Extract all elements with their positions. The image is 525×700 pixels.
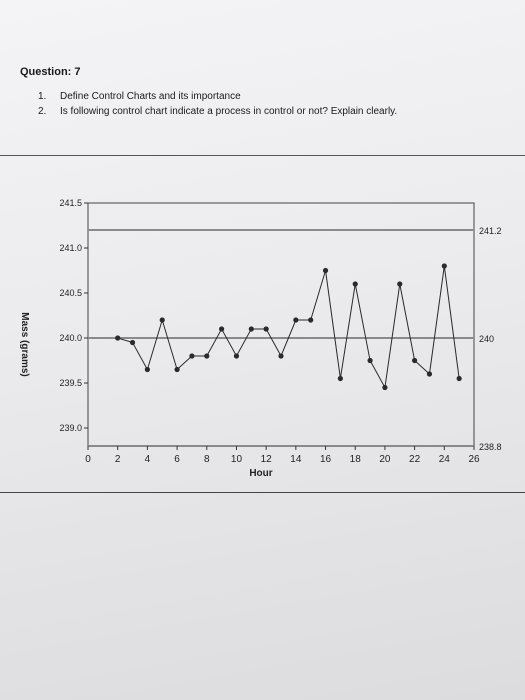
data-point <box>115 335 121 341</box>
page-divider <box>0 492 525 493</box>
x-tick-label: 16 <box>320 454 332 465</box>
data-point <box>382 384 388 391</box>
data-point <box>129 339 136 346</box>
control-line-label: 240 <box>479 334 494 344</box>
x-tick-label: 0 <box>85 454 91 465</box>
question-item-text: Is following control chart indicate a pr… <box>60 106 398 117</box>
question-item-number: 1. <box>38 91 47 102</box>
x-tick-label: 22 <box>409 454 421 465</box>
x-tick-label: 14 <box>290 454 302 465</box>
y-axis-label: Mass (grams) <box>19 312 30 376</box>
x-tick-label: 4 <box>145 454 151 465</box>
data-point <box>159 317 165 323</box>
control-chart: 241.2240238.8239.0239.5240.0240.5241.024… <box>19 198 502 479</box>
data-point <box>456 375 462 382</box>
data-point <box>263 326 269 332</box>
data-point <box>204 353 210 359</box>
question-list: 1. Define Control Charts and its importan… <box>38 91 397 121</box>
x-axis-label: Hour <box>249 468 272 479</box>
y-tick-label: 240.0 <box>59 333 82 343</box>
data-point <box>189 353 195 359</box>
question-item-2: 2. Is following control chart indicate a … <box>38 106 397 121</box>
y-tick-label: 240.5 <box>59 288 82 298</box>
data-point <box>233 353 240 359</box>
x-tick-label: 2 <box>115 454 121 465</box>
control-line-label: 241.2 <box>479 226 502 236</box>
data-point <box>293 317 299 323</box>
data-point <box>278 353 284 359</box>
x-tick-label: 20 <box>379 454 391 465</box>
data-point <box>322 267 329 274</box>
question-item-1: 1. Define Control Charts and its importan… <box>38 91 397 106</box>
question-title: Question: 7 <box>20 66 81 78</box>
x-tick-label: 26 <box>468 454 480 465</box>
y-tick-label: 239.5 <box>59 378 82 388</box>
data-point <box>174 366 180 373</box>
data-point <box>397 281 403 287</box>
x-tick-label: 6 <box>174 454 180 465</box>
x-tick-label: 24 <box>439 454 451 465</box>
control-line-label: 238.8 <box>479 442 502 452</box>
y-tick-label: 239.0 <box>59 423 82 433</box>
data-point <box>337 375 343 382</box>
data-point <box>367 357 373 364</box>
data-point <box>144 366 150 373</box>
data-point <box>352 281 358 287</box>
x-tick-label: 10 <box>231 454 243 465</box>
data-point <box>412 357 418 364</box>
plot-frame <box>87 202 475 447</box>
data-point <box>426 371 433 377</box>
data-point <box>308 317 314 323</box>
question-item-number: 2. <box>38 106 47 117</box>
x-tick-label: 12 <box>261 454 273 465</box>
y-tick-label: 241.5 <box>59 198 82 208</box>
y-tick-label: 241.0 <box>59 243 82 253</box>
series-line <box>117 265 460 390</box>
chart-container: 241.2 240 238.8 239.0 239.5 240.0 240.5 241.0 24… <box>0 155 525 493</box>
x-tick-label: 18 <box>350 454 362 465</box>
data-point <box>441 263 447 269</box>
x-tick-label: 8 <box>204 454 210 465</box>
data-point <box>248 326 254 332</box>
question-item-text: Define Control Charts and its importance <box>60 91 241 102</box>
data-point <box>219 326 225 332</box>
